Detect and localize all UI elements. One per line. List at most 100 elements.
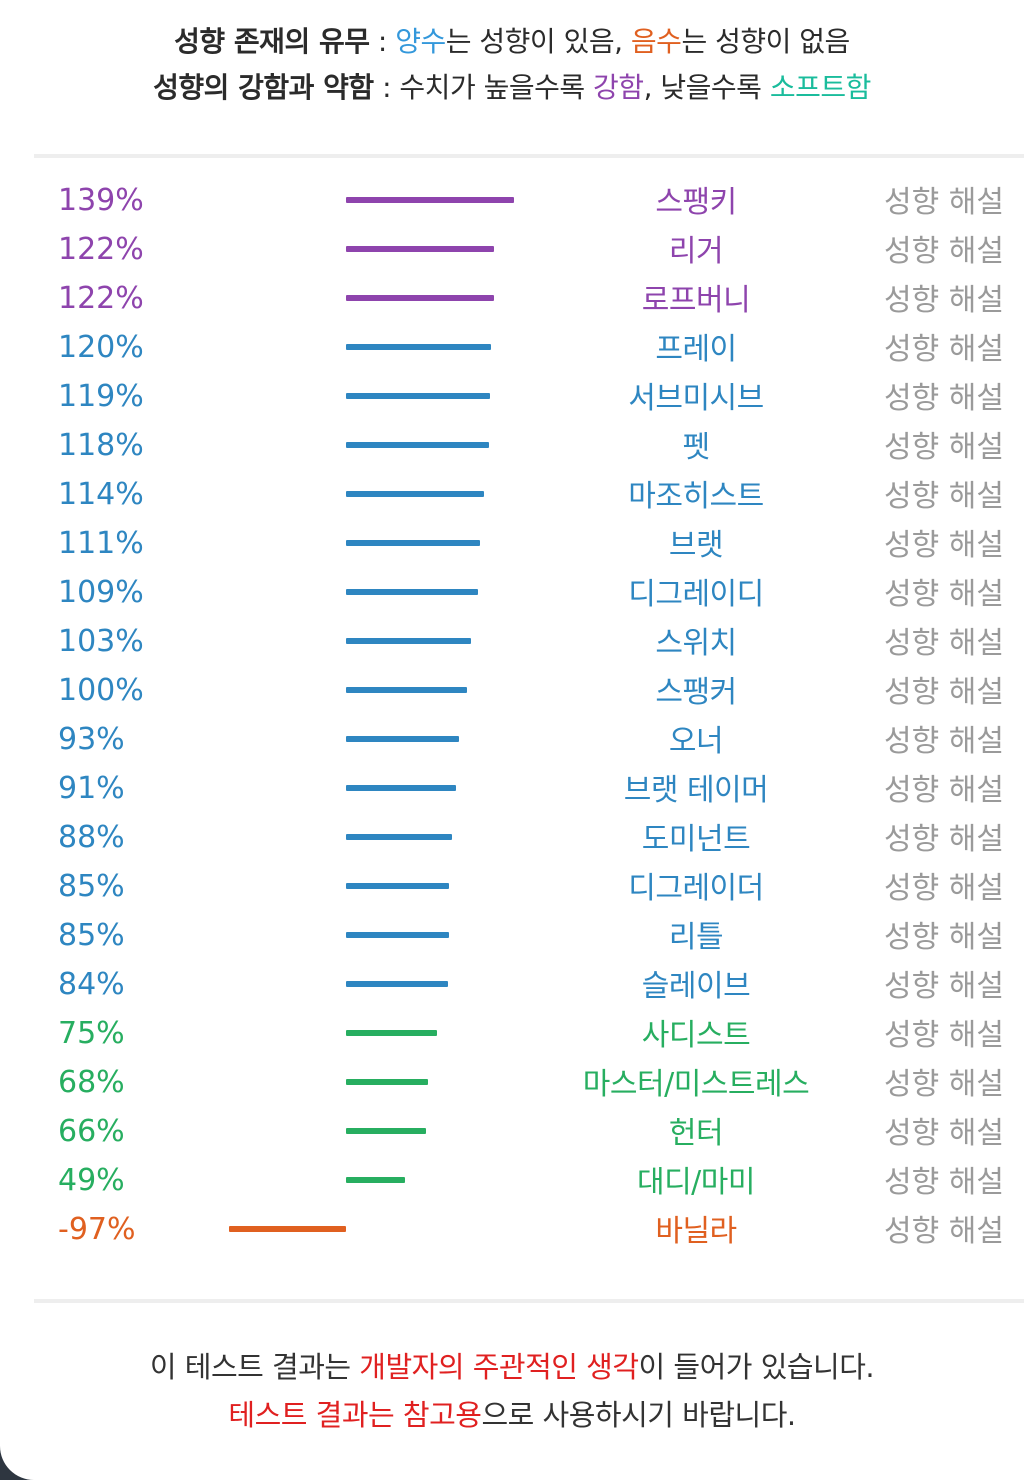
value-label: 75% [58,1016,125,1051]
explanation-link[interactable]: 성향 해설 [884,1018,1004,1053]
legend-strong: 강함 [593,71,644,104]
bar [346,1128,426,1134]
explanation-link[interactable]: 성향 해설 [884,1067,1004,1102]
disclaimer-line-2: 테스트 결과는 참고용으로 사용하시기 바랍니다. [0,1392,1024,1434]
legend-negative: 음수 [630,25,682,58]
value-label: 85% [58,918,125,953]
category-label: 스팽커 [655,675,737,710]
explanation-link[interactable]: 성향 해설 [884,577,1004,612]
value-label: 114% [58,477,144,512]
chart-row: 93% 오너 성향 해설 [0,715,1024,764]
value-label: 119% [58,379,144,414]
bar [346,834,453,840]
category-label: 도미넌트 [641,822,751,857]
explanation-link[interactable]: 성향 해설 [884,626,1004,661]
value-label: 118% [58,428,144,463]
category-label: 오너 [668,724,724,759]
value-label: 49% [58,1163,125,1198]
chart-row: 85% 디그레이더 성향 해설 [0,862,1024,911]
bar [346,295,494,301]
value-label: 139% [58,183,144,218]
explanation-link[interactable]: 성향 해설 [884,1165,1004,1200]
legend-presence: 성향 존재의 유무 : 양수는 성향이 있음, 음수는 성향이 없음 [0,20,1024,60]
bar [346,932,449,938]
chart-row: 111% 브랫 성향 해설 [0,519,1024,568]
legend-intensity-title: 성향의 강함과 약함 [153,71,374,104]
bar [346,344,492,350]
chart-row: 88% 도미넌트 성향 해설 [0,813,1024,862]
legend-intensity: 성향의 강함과 약함 : 수치가 높을수록 강함, 낮을수록 소프트함 [0,66,1024,106]
value-label: 122% [58,281,144,316]
value-label: 91% [58,771,125,806]
chart-row: 85% 리틀 성향 해설 [0,911,1024,960]
bar [346,393,490,399]
chart-row: 118% 펫 성향 해설 [0,421,1024,470]
chart-row: 49% 대디/마미 성향 해설 [0,1156,1024,1205]
explanation-link[interactable]: 성향 해설 [884,822,1004,857]
bar [346,687,467,693]
explanation-link[interactable]: 성향 해설 [884,773,1004,808]
value-label: 109% [58,575,144,610]
category-label: 헌터 [668,1116,724,1151]
category-label: 슬레이브 [641,969,751,1004]
category-label: 마스터/미스트레스 [582,1067,810,1102]
category-label: 스팽키 [655,185,737,220]
chart-row: 100% 스팽커 성향 해설 [0,666,1024,715]
explanation-link[interactable]: 성향 해설 [884,332,1004,367]
category-label: 디그레이더 [628,871,764,906]
explanation-link[interactable]: 성향 해설 [884,675,1004,710]
value-label: 111% [58,526,144,561]
chart-row: 122% 리거 성향 해설 [0,225,1024,274]
explanation-link[interactable]: 성향 해설 [884,185,1004,220]
explanation-link[interactable]: 성향 해설 [884,920,1004,955]
category-label: 펫 [682,430,710,465]
explanation-link[interactable]: 성향 해설 [884,479,1004,514]
explanation-link[interactable]: 성향 해설 [884,528,1004,563]
explanation-link[interactable]: 성향 해설 [884,234,1004,269]
value-label: 103% [58,624,144,659]
bar [346,197,515,203]
value-label: 68% [58,1065,125,1100]
legend-separator: : [373,71,400,104]
category-label: 브랫 [668,528,724,563]
legend-text: 는 성향이 없음 [681,25,850,58]
bar [346,883,449,889]
bar [346,638,471,644]
bar [228,1226,346,1232]
value-label: 122% [58,232,144,267]
bar [346,1079,429,1085]
bar [346,540,481,546]
bar [346,589,478,595]
value-label: 120% [58,330,144,365]
explanation-link[interactable]: 성향 해설 [884,969,1004,1004]
category-label: 브랫 테이머 [623,773,769,808]
category-label: 바닐라 [655,1214,737,1249]
disclaimer-text: 으로 사용하시기 바랍니다. [481,1398,796,1432]
explanation-link[interactable]: 성향 해설 [884,724,1004,759]
explanation-link[interactable]: 성향 해설 [884,283,1004,318]
bar [346,442,489,448]
category-label: 서브미시브 [628,381,764,416]
explanation-link[interactable]: 성향 해설 [884,871,1004,906]
legend-presence-title: 성향 존재의 유무 [174,25,370,58]
category-label: 스위치 [655,626,737,661]
chart-row: 114% 마조히스트 성향 해설 [0,470,1024,519]
legend-text: 는 성향이 있음, [445,25,631,58]
category-label: 대디/마미 [636,1165,756,1200]
bar [346,981,448,987]
category-label: 로프버니 [641,283,751,318]
category-label: 마조히스트 [628,479,764,514]
legend-separator: : [369,25,396,58]
explanation-link[interactable]: 성향 해설 [884,1116,1004,1151]
explanation-link[interactable]: 성향 해설 [884,381,1004,416]
chart-row: 103% 스위치 성향 해설 [0,617,1024,666]
category-label: 프레이 [655,332,737,367]
chart-row: 66% 헌터 성향 해설 [0,1107,1024,1156]
disclaimer-highlight: 개발자의 주관적인 생각 [359,1350,639,1384]
value-label: -97% [58,1212,136,1247]
bar [346,736,459,742]
divider [34,1299,1024,1303]
explanation-link[interactable]: 성향 해설 [884,1214,1004,1249]
value-label: 84% [58,967,125,1002]
explanation-link[interactable]: 성향 해설 [884,430,1004,465]
